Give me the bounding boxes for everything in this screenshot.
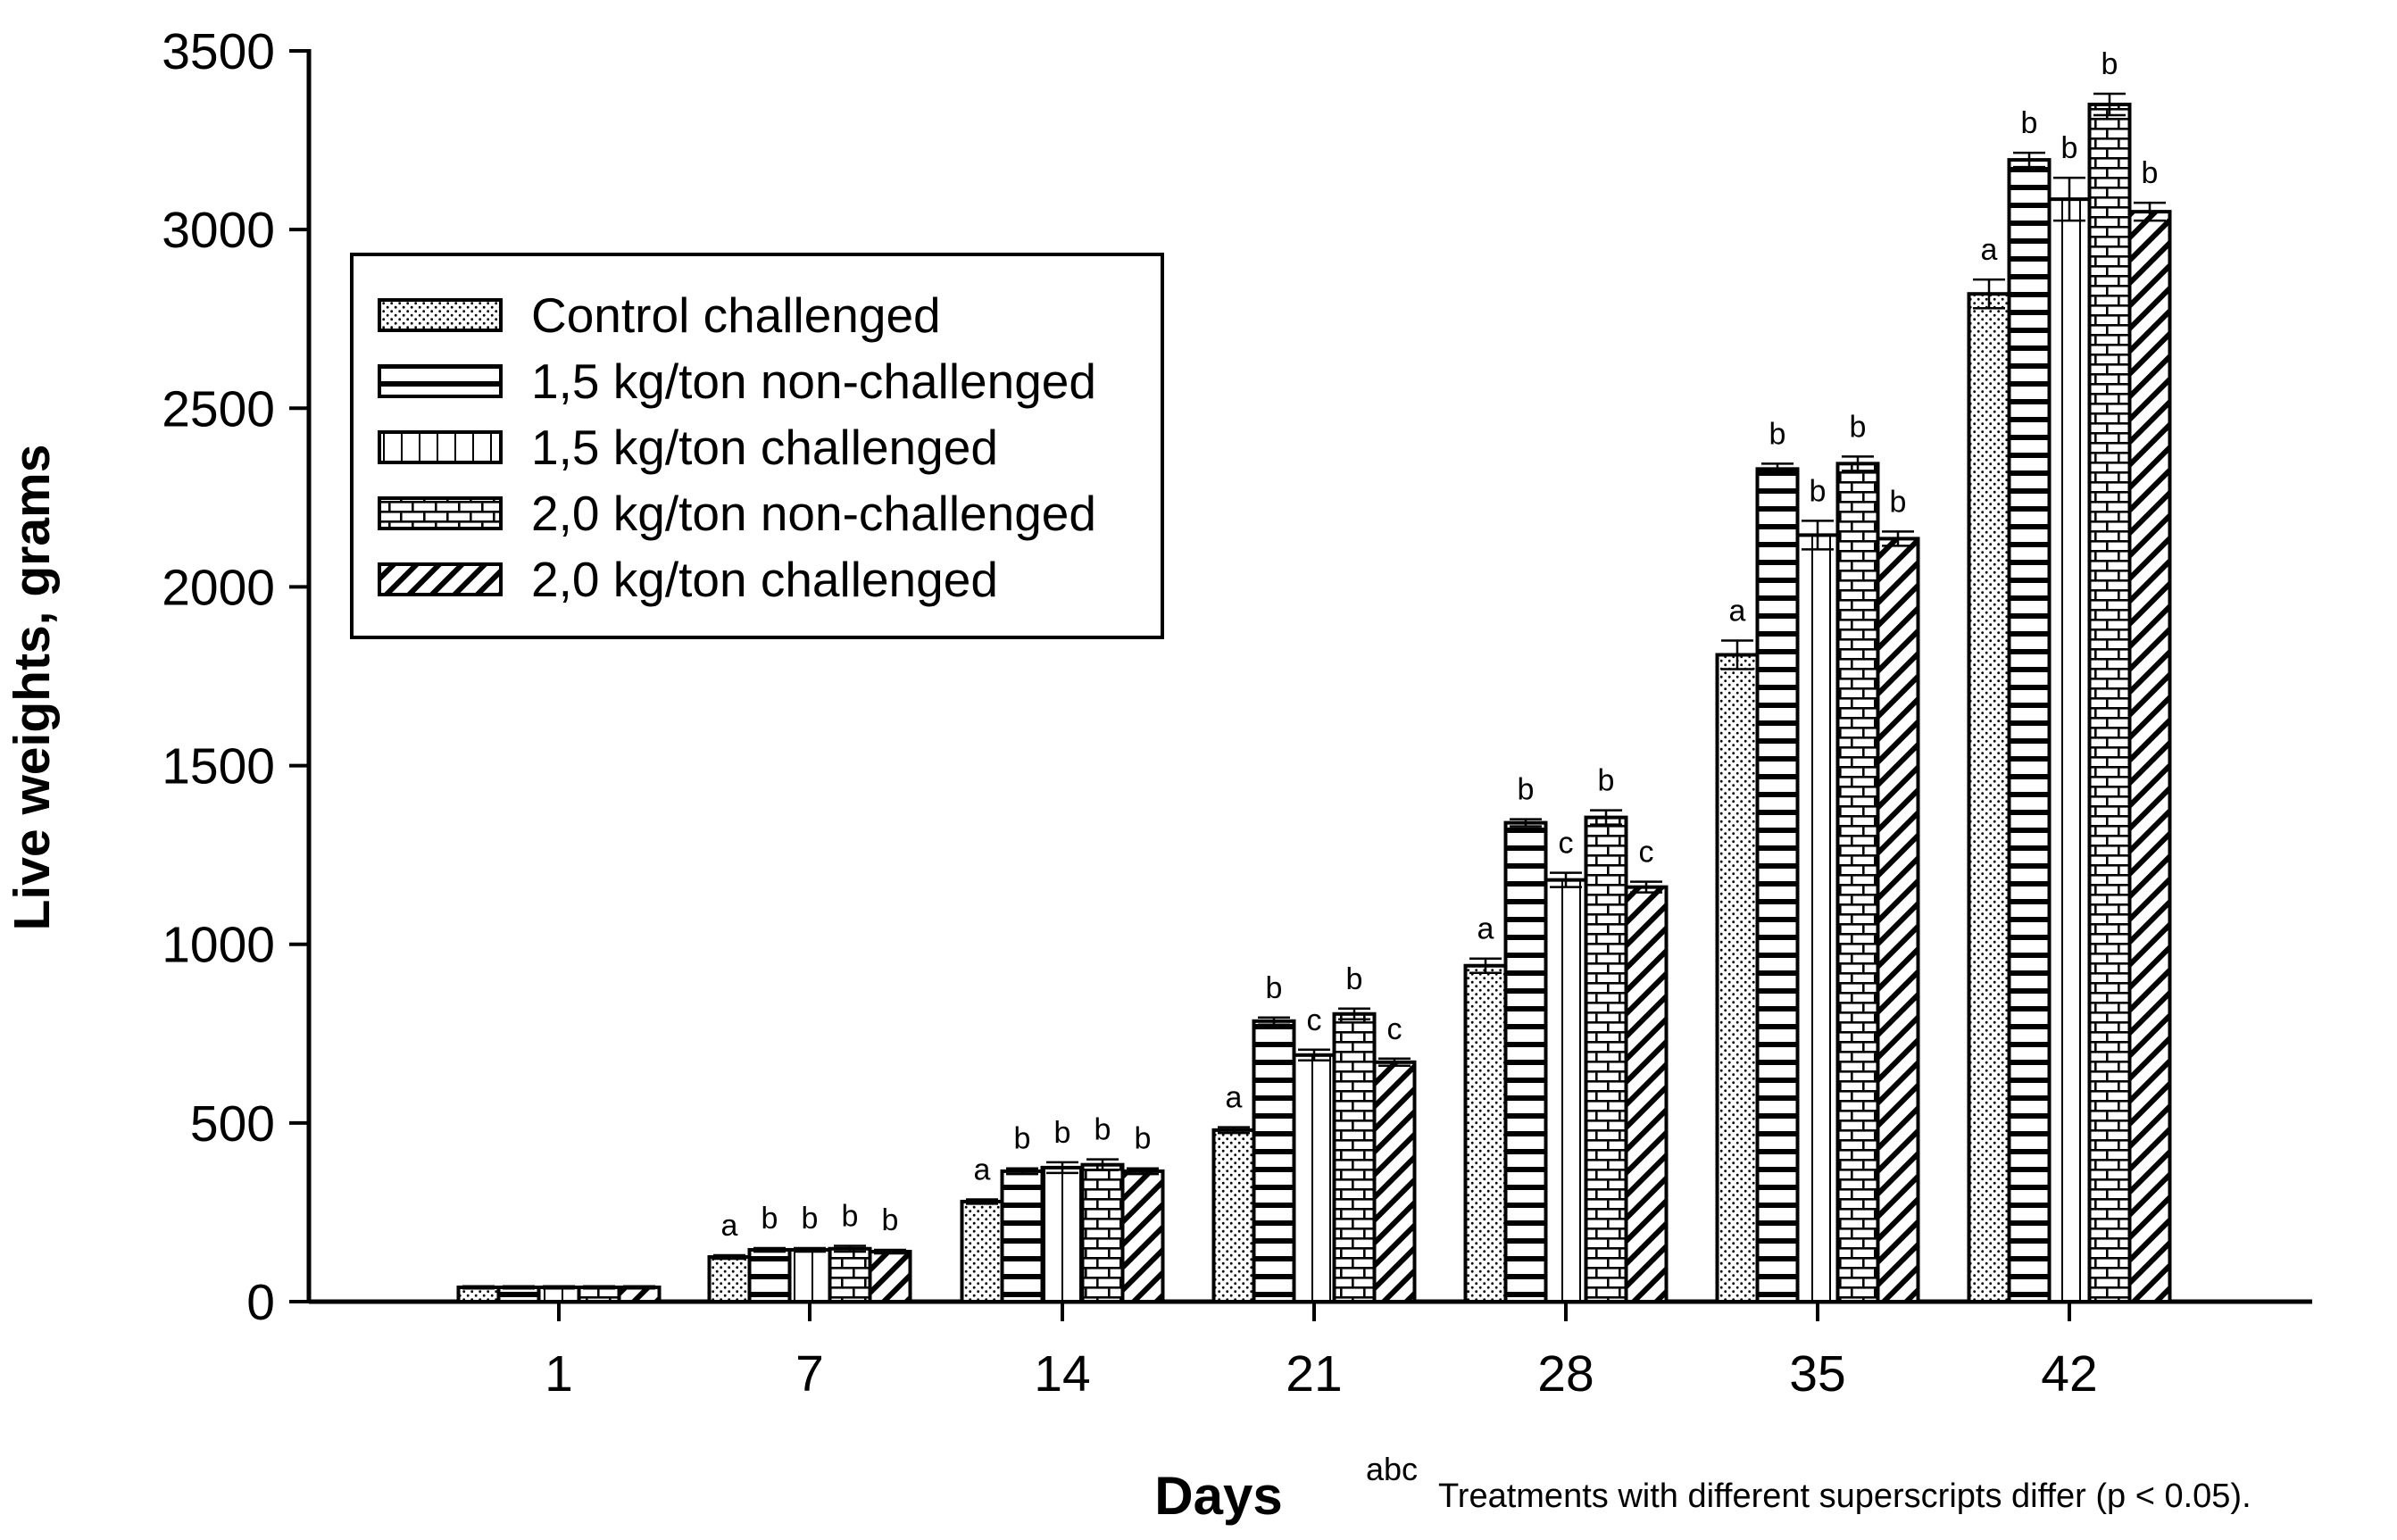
bar [1252, 1019, 1296, 1304]
bar [2047, 197, 2092, 1304]
bar [1332, 1011, 1377, 1304]
legend-swatch [378, 562, 503, 596]
bar [1624, 885, 1669, 1303]
significance-letter: b [882, 1203, 899, 1237]
bar [1211, 1128, 1256, 1304]
legend-label: 2,0 kg/ton non-challenged [531, 486, 1096, 541]
bar [1120, 1169, 1165, 1304]
y-tick-label: 2500 [162, 380, 275, 437]
significance-letter: b [802, 1202, 819, 1236]
bar [1584, 815, 1628, 1303]
bar [707, 1254, 752, 1303]
bar [1040, 1165, 1085, 1303]
significance-letter: c [1639, 836, 1654, 870]
significance-letter: c [1559, 827, 1574, 861]
x-tick-label: 7 [795, 1345, 824, 1403]
significance-letter: a [1226, 1081, 1243, 1115]
bar [1000, 1169, 1045, 1304]
y-tick-label: 0 [246, 1274, 275, 1331]
significance-letter: b [1266, 971, 1283, 1005]
bar [2087, 103, 2132, 1304]
legend-label: 1,5 kg/ton non-challenged [531, 354, 1096, 409]
significance-letter: b [1598, 764, 1615, 798]
bar [828, 1246, 872, 1303]
legend-swatch [378, 298, 503, 332]
bar [1463, 963, 1508, 1304]
significance-letter: b [1769, 417, 1786, 451]
bar [1755, 467, 1800, 1303]
bar [1503, 820, 1548, 1303]
bar [2007, 158, 2052, 1303]
significance-letter: c [1307, 1003, 1322, 1037]
bar [1835, 462, 1880, 1303]
legend-label: 1,5 kg/ton challenged [531, 420, 998, 475]
x-axis-label: Days [1154, 1466, 1282, 1526]
bar [1544, 878, 1588, 1303]
y-tick-label: 1000 [162, 917, 275, 974]
bar [1372, 1060, 1417, 1304]
bar [747, 1247, 792, 1304]
y-tick-label: 2000 [162, 559, 275, 616]
x-tick-label: 35 [1789, 1345, 1845, 1403]
significance-letter: b [1518, 773, 1535, 807]
legend-swatch [378, 430, 503, 464]
significance-letter: b [2142, 156, 2159, 190]
significance-letter: a [1477, 912, 1494, 946]
significance-letter: b [1850, 410, 1867, 444]
bar [868, 1249, 912, 1303]
bar [1876, 537, 1920, 1303]
significance-letter: b [2061, 131, 2078, 165]
y-tick-label: 500 [190, 1095, 275, 1153]
bar [1795, 533, 1840, 1303]
bar [1080, 1162, 1125, 1303]
y-tick-label: 3500 [162, 23, 275, 80]
significance-letter: b [1890, 485, 1907, 519]
significance-letter: b [1135, 1122, 1152, 1156]
significance-letter: a [1981, 233, 1998, 267]
significance-letter: a [721, 1209, 738, 1243]
x-tick-label: 21 [1286, 1345, 1342, 1403]
x-tick-label: 14 [1034, 1345, 1090, 1403]
significance-letter: a [1729, 594, 1746, 628]
significance-letter: b [1094, 1113, 1111, 1147]
legend-swatch [378, 364, 503, 398]
y-tick-label: 3000 [162, 202, 275, 259]
legend: Control challenged 1,5 kg/ton non-challen… [350, 253, 1164, 639]
significance-letter: b [1346, 962, 1363, 996]
x-axis: 1 7 14 21 28 35 42 [309, 1299, 2312, 1403]
significance-letter: b [2102, 47, 2118, 81]
significance-letter: c [1387, 1012, 1402, 1046]
legend-label: 2,0 kg/ton challenged [531, 552, 998, 607]
y-axis-label: Live weights, grams [4, 445, 61, 931]
legend-label: Control challenged [531, 287, 941, 343]
x-tick-label: 1 [545, 1345, 573, 1403]
significance-letter: b [842, 1200, 859, 1234]
bar [1967, 292, 2011, 1303]
significance-letter: b [2021, 106, 2038, 140]
bar [787, 1247, 832, 1304]
significance-letter: a [974, 1153, 991, 1187]
y-axis: 0 500 1000 1500 2000 2500 3000 3500 [162, 23, 312, 1331]
significance-letter: b [1810, 474, 1827, 508]
significance-letter: b [762, 1202, 778, 1236]
footnote-superscript: abc [1366, 1451, 1418, 1487]
significance-letter: b [1014, 1122, 1031, 1156]
bar [960, 1199, 1004, 1304]
x-tick-label: 28 [1537, 1345, 1594, 1403]
footnote: Treatments with different superscripts d… [1438, 1478, 2251, 1515]
legend-swatch [378, 496, 503, 530]
bar [2127, 210, 2172, 1304]
y-tick-label: 1500 [162, 738, 275, 795]
significance-letter: b [1054, 1116, 1071, 1150]
x-tick-label: 42 [2041, 1345, 2097, 1403]
bar [1715, 653, 1760, 1303]
bar [1292, 1053, 1336, 1303]
